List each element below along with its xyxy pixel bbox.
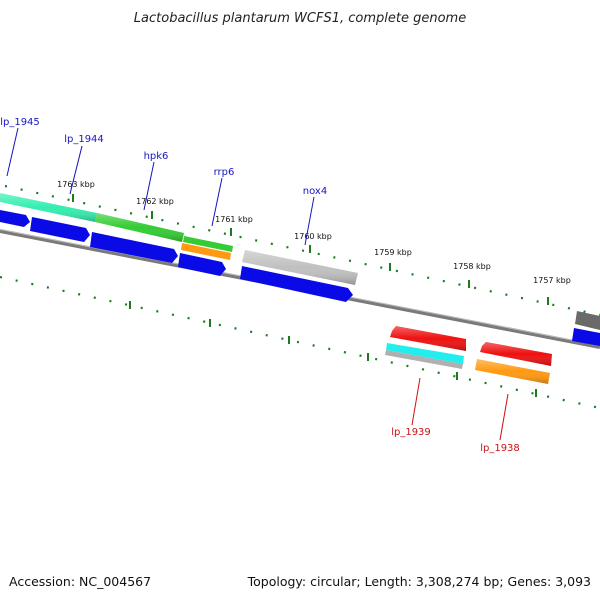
leader-line	[499, 393, 509, 441]
tick-track-top	[4, 184, 600, 317]
gene-label-lp-1944[interactable]: lp_1944	[64, 134, 104, 145]
gene-label-lp-1939[interactable]: lp_1939	[391, 427, 431, 438]
cds-arrow[interactable]	[30, 217, 90, 242]
feature-track-forward	[0, 193, 600, 330]
map-title: Lactobacillus plantarum WCFS1, complete …	[134, 11, 466, 26]
gene-bar-rrp6-orange[interactable]	[181, 243, 231, 260]
tick-label-1758: 1758 kbp	[453, 262, 491, 271]
leader-line	[69, 145, 83, 195]
cds-track-forward	[0, 210, 600, 346]
minor-ticks	[0, 275, 600, 410]
leader-line	[411, 377, 421, 426]
gene-label-nox4[interactable]: nox4	[303, 186, 327, 197]
tick-label-1759: 1759 kbp	[374, 248, 412, 257]
label-leaders-forward	[6, 127, 315, 246]
leader-line	[6, 127, 19, 177]
tick-track-bottom	[0, 275, 600, 410]
tick-label-1762: 1762 kbp	[136, 197, 174, 206]
label-leaders-reverse	[411, 377, 509, 441]
leader-line	[304, 196, 315, 246]
gene-bar-shade	[242, 250, 358, 285]
minor-ticks	[4, 184, 600, 317]
gene-label-rrp6[interactable]: rrp6	[214, 167, 235, 178]
gene-label-hpk6[interactable]: hpk6	[144, 151, 169, 162]
gene-bar-shade	[480, 342, 552, 366]
tick-label-1761: 1761 kbp	[215, 215, 253, 224]
leader-line	[143, 161, 155, 211]
gene-label-lp-1938[interactable]: lp_1938	[480, 443, 520, 454]
gene-bar-rrp6[interactable]	[183, 236, 233, 252]
accession-text: Accession: NC_004567	[9, 574, 151, 589]
leader-line	[211, 177, 223, 227]
cds-arrow[interactable]	[0, 210, 30, 227]
cds-arrow[interactable]	[178, 253, 226, 276]
tick-label-1763: 1763 kbp	[57, 180, 95, 189]
gene-label-lp-1945[interactable]: lp_1945	[0, 117, 40, 128]
summary-text: Topology: circular; Length: 3,308,274 bp…	[247, 574, 591, 589]
tick-label-1757: 1757 kbp	[533, 276, 571, 285]
gene-bar-edge-gray[interactable]	[575, 311, 600, 330]
gene-bar-shade	[475, 359, 550, 384]
cds-arrow[interactable]	[572, 328, 600, 346]
gene-bar-shade	[95, 213, 184, 242]
gene-bar-shade	[0, 193, 97, 222]
cds-arrow[interactable]	[90, 232, 178, 263]
gene-bar-lp-1939-gray[interactable]	[385, 350, 463, 369]
gene-bar-lp-1939-cyan[interactable]	[386, 343, 464, 364]
tick-label-1760: 1760 kbp	[294, 232, 332, 241]
cds-arrow[interactable]	[240, 266, 353, 302]
feature-track-reverse	[385, 326, 552, 384]
gene-bar-shade	[390, 326, 466, 351]
